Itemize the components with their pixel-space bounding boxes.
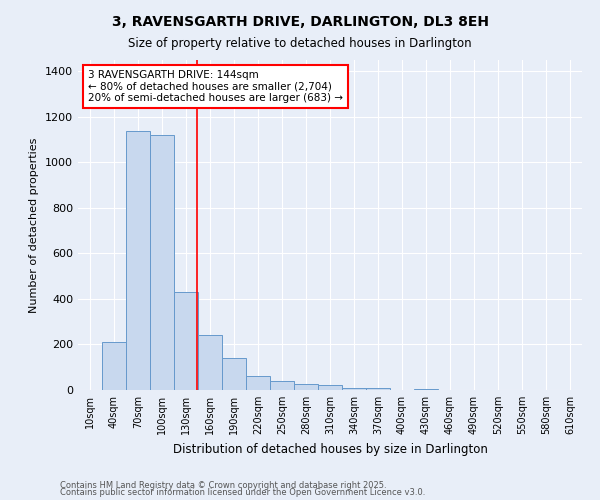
Bar bbox=[126, 130, 150, 390]
Text: Contains HM Land Registry data © Crown copyright and database right 2025.: Contains HM Land Registry data © Crown c… bbox=[60, 480, 386, 490]
Text: 3, RAVENSGARTH DRIVE, DARLINGTON, DL3 8EH: 3, RAVENSGARTH DRIVE, DARLINGTON, DL3 8E… bbox=[112, 15, 488, 29]
Bar bbox=[270, 381, 294, 390]
Bar bbox=[222, 358, 246, 390]
Bar bbox=[414, 389, 438, 390]
Bar bbox=[294, 384, 318, 390]
Bar bbox=[102, 342, 126, 390]
Y-axis label: Number of detached properties: Number of detached properties bbox=[29, 138, 40, 312]
Bar bbox=[198, 336, 222, 390]
Bar bbox=[366, 388, 390, 390]
Bar bbox=[318, 386, 342, 390]
X-axis label: Distribution of detached houses by size in Darlington: Distribution of detached houses by size … bbox=[173, 442, 487, 456]
Bar bbox=[174, 292, 198, 390]
Bar bbox=[342, 388, 366, 390]
Text: Size of property relative to detached houses in Darlington: Size of property relative to detached ho… bbox=[128, 38, 472, 51]
Bar bbox=[246, 376, 270, 390]
Text: 3 RAVENSGARTH DRIVE: 144sqm
← 80% of detached houses are smaller (2,704)
20% of : 3 RAVENSGARTH DRIVE: 144sqm ← 80% of det… bbox=[88, 70, 343, 103]
Text: Contains public sector information licensed under the Open Government Licence v3: Contains public sector information licen… bbox=[60, 488, 425, 497]
Bar bbox=[150, 135, 174, 390]
